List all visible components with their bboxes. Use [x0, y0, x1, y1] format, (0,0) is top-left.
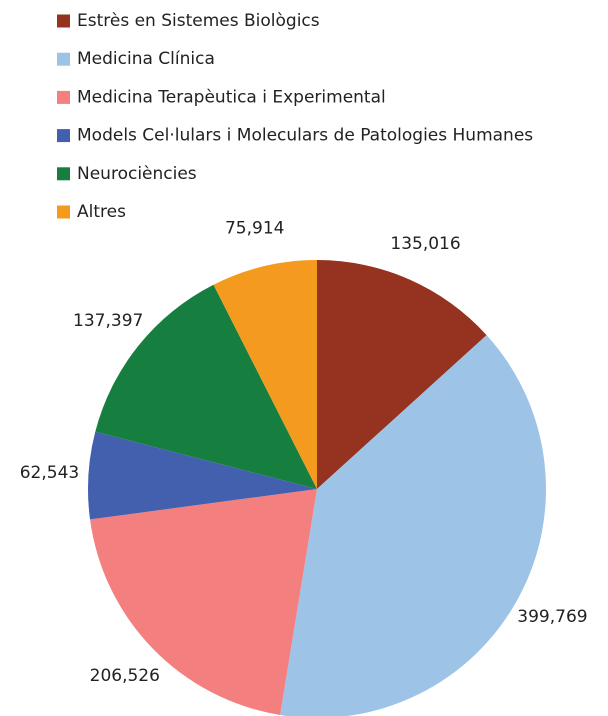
pie-slice — [90, 489, 317, 716]
data-label: 137,397 — [73, 311, 143, 331]
pie-slice — [95, 284, 317, 489]
legend-swatch — [57, 129, 70, 143]
pie-slice — [88, 431, 317, 520]
pie-slice — [280, 335, 546, 716]
legend-label: Estrès en Sistemes Biològics — [77, 11, 320, 31]
legend-swatch — [57, 52, 70, 66]
data-label: 75,914 — [225, 218, 284, 238]
legend-label: Models Cel·lulars i Moleculars de Patolo… — [77, 126, 533, 146]
data-label: 206,526 — [90, 666, 160, 686]
legend-swatch — [57, 167, 70, 181]
pie-slice — [213, 260, 317, 489]
data-label: 399,769 — [517, 607, 587, 627]
legend-label: Medicina Terapèutica i Experimental — [77, 87, 386, 107]
legend-swatch — [57, 205, 70, 219]
legend-swatch — [57, 90, 70, 104]
pie-slice — [317, 260, 487, 489]
data-label: 135,016 — [390, 234, 460, 254]
legend-label: Altres — [77, 202, 126, 222]
legend-label: Neurociències — [77, 164, 197, 184]
legend-swatch — [57, 14, 70, 28]
legend-label: Medicina Clínica — [77, 49, 215, 69]
data-label: 62,543 — [20, 463, 79, 483]
